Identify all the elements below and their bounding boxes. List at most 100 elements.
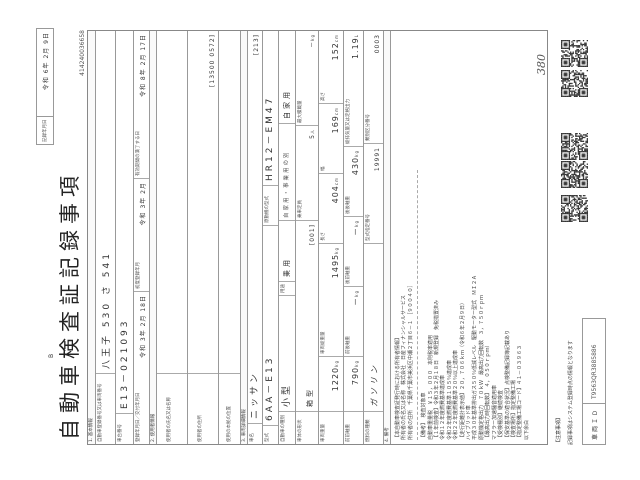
user-address-row: 使用者の住所 [13500 0572]	[188, 31, 219, 444]
length-label: 長さ	[321, 232, 326, 241]
remarks-body: 【本自動車検査証発行時における所有者情報】 所有者の氏名又は名称 株式会社 日産フ…	[391, 31, 534, 444]
ff-axle-value: 790kg	[351, 360, 360, 386]
displacement-value: 1.19L	[351, 34, 360, 60]
axle-row: 前前軸重 790kg 前後軸重 －kg 後前軸重 －kg 後後軸重 430kg 総排気…	[344, 31, 364, 444]
length-value: 404cm	[331, 177, 340, 204]
registration-label: 自動車登録番号又は車両番号	[98, 383, 103, 443]
registration-row: 自動車登録番号又は車両番号 八王子 530 さ 541	[96, 31, 116, 444]
remarks-line: 以下余白	[523, 419, 530, 440]
body-label: 車体の形状	[298, 419, 303, 443]
private-value: 自家用	[283, 89, 291, 119]
vehicle-id-box: 車両ＩＤ T9563QR3885886	[582, 318, 606, 445]
max-load-label: 最大積載量	[298, 100, 303, 124]
vehicle-id-label: 車両ＩＤ	[583, 402, 605, 444]
qr-code-2	[561, 70, 588, 97]
model-value: 6AA－E13	[265, 355, 275, 421]
notice-text: 記録事項はシステム登録時点の情報となります	[568, 340, 574, 445]
rr-axle-label: 後後軸重	[346, 196, 351, 214]
base-location-row: 使用の本拠の位置	[219, 31, 241, 444]
user-name-label: 使用者の氏名又は名称	[167, 397, 172, 442]
use-value: 乗用	[283, 257, 291, 277]
record-date-label: 記録年月日	[37, 116, 53, 144]
height-label: 高さ	[321, 92, 326, 101]
model-label: 型式	[265, 433, 270, 442]
qr-code-4	[561, 161, 588, 188]
gross-weight-value: 1495kg	[331, 247, 340, 279]
displacement-label: 総排気量又は定格出力	[346, 99, 351, 144]
page-title: 自動車検査証記録事項	[58, 170, 82, 440]
user-name-row: 使用者の氏名又は名称	[157, 31, 188, 444]
record-date-value: 令和 6年 2月 9日	[42, 32, 50, 91]
chassis-label: 車台番号	[118, 424, 123, 442]
first-reg-label: 初度登録年月	[136, 262, 141, 289]
chassis-row: 車台番号 E13－021093	[116, 31, 134, 444]
fr-axle-value: －kg	[351, 290, 360, 306]
first-reg-value: 令和 3年 2月	[140, 182, 147, 226]
document-code: 414240036658	[79, 30, 86, 76]
fuel-label: 燃料の種類	[366, 419, 371, 443]
kind-value: 小型	[282, 382, 292, 407]
section-vehicle-header: 3. 車両詳細情報	[241, 31, 248, 444]
rr-axle-value: 430kg	[351, 150, 360, 176]
gross-weight-label: 車両総重量	[321, 331, 326, 355]
reg-date-value: 令和 3年 2月 18日	[140, 295, 147, 358]
section-basic-header: 1. 基本情報	[88, 31, 96, 444]
chassis-value: E13－021093	[120, 318, 130, 410]
fuel-row: 燃料の種類 ガソリン 型式指定番号 19991 類別区分番号 0003	[364, 31, 384, 444]
class-no-value: 0003	[374, 34, 381, 54]
capacity-value: 5人	[309, 129, 316, 139]
rf-axle-value: －kg	[351, 220, 360, 236]
engine-label: 原動機の型式	[265, 196, 270, 223]
capacity-label: 乗車定員	[298, 200, 303, 218]
fr-axle-label: 前後軸重	[346, 336, 351, 354]
weight-row: 車両重量 1220kg 車両総重量 1495kg 長さ 404cm 幅 169cm 高…	[319, 31, 344, 444]
expiry-label: 有効期間の満了する日	[136, 131, 141, 176]
vehicle-id-value: T9563QR3885886	[590, 344, 598, 399]
class-no-label: 類別区分番号	[366, 114, 371, 141]
rf-axle-label: 後前軸重	[346, 266, 351, 284]
body-value: 箱型	[306, 387, 314, 407]
qr-code-5	[561, 195, 588, 222]
height-value: 152cm	[331, 34, 340, 61]
private-label: 自家用・事業用の別	[284, 150, 290, 218]
fuel-value: ガソリン	[370, 363, 379, 407]
dates-row: 登録年月日／交付年月日 令和 3年 2月 18日 初度登録年月 令和 3年 2月 有…	[134, 31, 150, 444]
dashed-divider	[417, 170, 419, 440]
body-code: [001]	[309, 224, 316, 246]
width-value: 169cm	[331, 107, 340, 134]
kind-label: 自動車の種別	[281, 415, 286, 442]
maker-row: 車名 ニッサン [213]	[248, 31, 263, 444]
type-no-label: 型式指定番号	[366, 214, 371, 241]
notice-heading: 【注意事項】	[556, 414, 562, 445]
type-no-value: 19991	[374, 147, 381, 172]
user-address-code: [13500 0572]	[209, 34, 216, 87]
handwritten-number: 380	[535, 54, 548, 75]
section-user-header: 2. 使用者情報	[150, 31, 157, 444]
registration-value: 八王子 530 さ 541	[102, 251, 112, 369]
max-load-value: －kg	[309, 34, 316, 48]
use-label: 用途	[281, 284, 286, 293]
base-location-label: 使用の本拠の位置	[227, 406, 232, 442]
body-row: 車体の形状 箱型 [001] 乗車定員 5人 最大積載量 －kg	[296, 31, 319, 444]
expiry-value: 令和 8年 2月 17日	[140, 34, 147, 97]
maker-label: 車名	[250, 433, 255, 442]
width-label: 幅	[321, 166, 326, 172]
record-table: 1. 基本情報 自動車登録番号又は車両番号 八王子 530 さ 541 車台番号…	[87, 30, 548, 445]
maker-value: ニッサン	[250, 370, 260, 419]
model-row: 型式 6AA－E13 原動機の型式 HR12－EM47	[263, 31, 279, 444]
weight-label: 車両重量	[321, 424, 326, 442]
section-remarks-header: 4. 備考	[384, 31, 391, 444]
document-mark: B	[48, 353, 55, 358]
maker-code: [213]	[253, 34, 260, 56]
record-date-box: 記録年月日 令和 6年 2月 9日	[36, 28, 54, 145]
weight-value: 1220kg	[331, 360, 340, 392]
qr-code-1	[561, 40, 588, 67]
user-address-label: 使用者の住所	[198, 415, 203, 442]
engine-value: HR12－EM47	[265, 95, 275, 181]
reg-date-label: 登録年月日／交付年月日	[136, 392, 141, 443]
remarks-line: 所有者の住所 千葉県千葉市美浜区中瀬２丁目６－１ ［９００４０］	[407, 282, 414, 440]
ff-axle-label: 前前軸重	[346, 424, 351, 442]
kind-row: 自動車の種別 小型 用途 乗用 自家用・事業用の別 自家用	[279, 31, 296, 444]
qr-code-3	[561, 133, 588, 160]
